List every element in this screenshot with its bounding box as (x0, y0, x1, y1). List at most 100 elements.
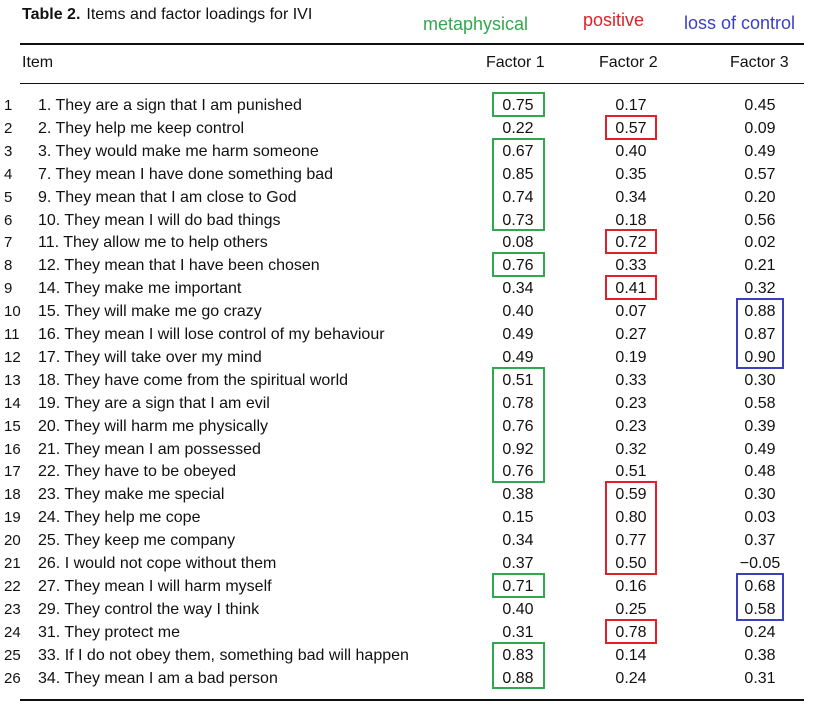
column-header-item: Item (22, 54, 54, 71)
factor-2-value: 0.33 (615, 371, 647, 389)
legend-metaphysical: metaphysical (423, 14, 529, 34)
table-caption-text: Items and factor loadings for IVI (86, 6, 313, 23)
item-text: 22. They have to be obeyed (38, 463, 237, 481)
row-number: 6 (4, 211, 13, 229)
table-row: 11 16. They mean I will lose control of m… (0, 323, 814, 346)
factor-2-value: 0.23 (615, 394, 647, 412)
factor-3-value: 0.02 (744, 234, 776, 252)
row-number: 21 (4, 555, 21, 572)
factor-2-value: 0.32 (615, 440, 647, 458)
factor-2-value: 0.16 (615, 577, 647, 595)
factor-3-value: 0.20 (744, 188, 776, 206)
factor-1-value: 0.74 (502, 188, 534, 206)
row-number: 15 (4, 417, 21, 435)
factor-3-value: 0.30 (744, 371, 776, 389)
factor-2-value: 0.41 (615, 280, 647, 298)
factor-2-value: 0.07 (615, 303, 647, 321)
row-number: 12 (4, 348, 21, 366)
table-row: 6 10. They mean I will do bad things 0.73 0… (0, 209, 814, 232)
factor-1-value: 0.76 (502, 463, 534, 481)
factor-3-value: 0.87 (744, 326, 776, 343)
item-text: 1. They are a sign that I am punished (38, 97, 302, 114)
factor-1-value: 0.40 (502, 303, 534, 321)
factor-1-value: 0.76 (502, 417, 534, 435)
table-row: 18 23. They make me special 0.38 0.59 0.30 (0, 483, 814, 506)
row-number: 18 (4, 486, 21, 504)
table-row: 3 3. They would make me harm someone 0.67 0… (0, 140, 814, 163)
row-number: 11 (4, 326, 20, 343)
table-row: 15 20. They will harm me physically 0.76 0.… (0, 415, 814, 438)
factor-3-value: 0.48 (744, 463, 776, 481)
factor-1-value: 0.75 (502, 97, 534, 114)
item-text: 18. They have come from the spiritual wo… (38, 371, 349, 389)
item-text: 17. They will take over my mind (38, 348, 262, 366)
factor-2-value: 0.35 (615, 165, 647, 183)
factor-1-value: 0.67 (502, 142, 534, 160)
row-number: 20 (4, 532, 21, 550)
factor-3-value: 0.88 (744, 303, 776, 321)
factor-1-value: 0.37 (502, 555, 534, 572)
row-number: 22 (4, 577, 21, 595)
factor-1-value: 0.88 (502, 669, 534, 687)
factor-1-value: 0.92 (502, 440, 534, 458)
factor-1-value: 0.40 (502, 600, 534, 618)
table-row: 17 22. They have to be obeyed 0.76 0.51 0.48 (0, 460, 814, 483)
item-text: 26. I would not cope without them (38, 555, 277, 572)
bottom-rule (20, 699, 804, 701)
factor-2-value: 0.25 (615, 600, 647, 618)
row-number: 16 (4, 440, 21, 458)
factor-3-value: 0.37 (744, 532, 776, 550)
column-header-factor-3: Factor 3 (730, 54, 789, 71)
factor-2-value: 0.80 (615, 509, 647, 527)
factor-2-value: 0.17 (615, 97, 647, 114)
factor-1-value: 0.73 (502, 211, 534, 229)
factor-3-value: −0.05 (739, 555, 781, 572)
factor-3-value: 0.30 (744, 486, 776, 504)
highlight-box-positive (605, 481, 657, 575)
table-row: 1 1. They are a sign that I am punished 0.… (0, 94, 814, 117)
row-number: 14 (4, 394, 21, 412)
item-text: 33. If I do not obey them, something bad… (38, 646, 409, 664)
table-row: 4 7. They mean I have done something bad 0… (0, 163, 814, 186)
highlight-box-metaphysical (492, 572, 545, 598)
factor-3-value: 0.68 (744, 577, 776, 595)
row-number: 10 (4, 303, 21, 321)
factor-3-value: 0.49 (744, 440, 776, 458)
item-text: 24. They help me cope (38, 509, 201, 527)
factor-1-value: 0.51 (502, 371, 534, 389)
highlight-box-positive (605, 114, 657, 140)
item-text: 10. They mean I will do bad things (38, 211, 281, 229)
table-row: 22 27. They mean I will harm myself 0.71 0.… (0, 575, 814, 598)
row-number: 23 (4, 600, 21, 618)
item-text: 29. They control the way I think (38, 600, 260, 618)
factor-1-value: 0.34 (502, 532, 534, 550)
table-row: 8 12. They mean that I have been chosen 0.… (0, 254, 814, 277)
factor-3-value: 0.45 (744, 97, 776, 114)
row-number: 2 (4, 119, 13, 137)
factor-2-value: 0.18 (615, 211, 647, 229)
item-text: 9. They mean that I am close to God (38, 188, 297, 206)
factor-3-value: 0.57 (744, 165, 776, 183)
factor-3-value: 0.03 (744, 509, 776, 527)
item-text: 20. They will harm me physically (38, 417, 269, 435)
factor-1-value: 0.78 (502, 394, 534, 412)
top-rule (20, 43, 804, 45)
table-row: 10 15. They will make me go crazy 0.40 0.07… (0, 300, 814, 323)
item-text: 3. They would make me harm someone (38, 142, 319, 160)
factor-2-value: 0.40 (615, 142, 647, 160)
factor-2-value: 0.77 (615, 532, 647, 550)
highlight-box-positive (605, 275, 657, 301)
item-text: 11. They allow me to help others (38, 234, 268, 252)
item-text: 15. They will make me go crazy (38, 303, 262, 321)
table-row: 12 17. They will take over my mind 0.49 0.1… (0, 346, 814, 369)
row-number: 5 (4, 188, 13, 206)
item-text: 23. They make me special (38, 486, 225, 504)
factor-2-value: 0.14 (615, 646, 647, 664)
row-number: 8 (4, 257, 13, 275)
item-text: 2. They help me keep control (38, 119, 245, 137)
item-text: 21. They mean I am possessed (38, 440, 261, 458)
row-number: 17 (4, 463, 21, 481)
factor-2-value: 0.51 (615, 463, 647, 481)
factor-3-value: 0.56 (744, 211, 776, 229)
item-text: 34. They mean I am a bad person (38, 669, 278, 687)
